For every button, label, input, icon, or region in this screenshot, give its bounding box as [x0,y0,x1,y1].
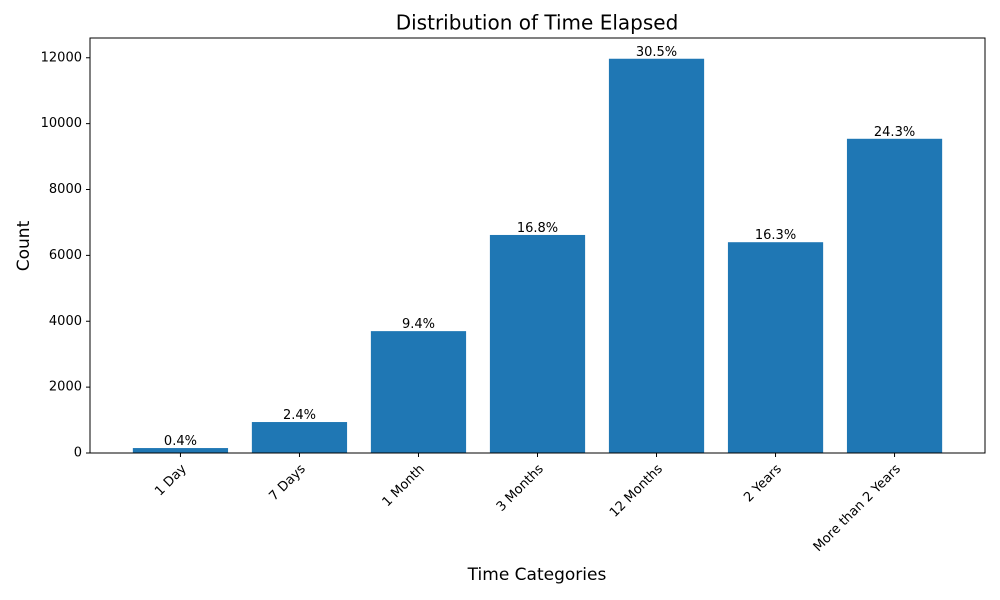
bar [251,422,348,453]
bar [489,234,586,453]
x-tick-label: 2 Years [741,462,785,506]
x-tick-label: 7 Days [266,462,308,504]
bar-label: 16.8% [517,221,558,236]
y-tick-label: 2000 [49,380,82,395]
y-tick-label: 8000 [49,182,82,197]
y-tick-label: 12000 [41,50,82,65]
bar-label: 0.4% [164,434,197,449]
bar-label: 2.4% [283,408,316,423]
bar-label: 24.3% [874,125,915,140]
x-tick-label: More than 2 Years [811,462,904,555]
y-tick-label: 4000 [49,314,82,329]
y-tick-label: 0 [74,446,82,461]
y-axis-label: Count [14,220,34,271]
bar-label: 30.5% [636,45,677,60]
bar-label: 16.3% [755,228,796,243]
x-axis-label: Time Categories [467,565,607,585]
x-tick-label: 1 Day [152,461,190,499]
chart-title: Distribution of Time Elapsed [396,11,679,35]
y-tick-label: 6000 [49,248,82,263]
bar [132,448,229,453]
x-tick-label: 1 Month [380,462,428,510]
bar [608,58,705,453]
bar [846,138,943,454]
x-tick-label: 12 Months [607,462,666,521]
bar-label: 9.4% [402,317,435,332]
plot-frame [89,37,986,454]
bar [370,331,467,453]
x-tick-label: 3 Months [494,462,547,515]
bar [727,242,824,453]
y-tick-label: 10000 [41,116,82,131]
